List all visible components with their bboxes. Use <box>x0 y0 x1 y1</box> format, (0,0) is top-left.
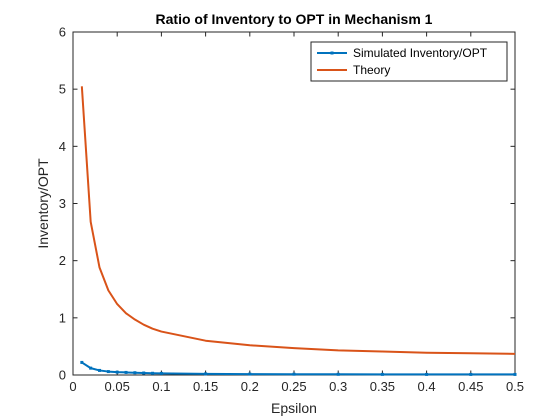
y-tick-label: 2 <box>59 253 66 268</box>
series-point-simulated <box>98 369 101 372</box>
y-tick-label: 5 <box>59 82 66 97</box>
x-tick-label: 0.35 <box>370 379 395 394</box>
plot-area <box>73 32 515 375</box>
x-axis-label: Epsilon <box>271 400 317 416</box>
axes-box <box>73 32 515 375</box>
x-tick-label: 0.1 <box>152 379 170 394</box>
x-tick-label: 0 <box>69 379 76 394</box>
series-point-simulated <box>425 373 428 376</box>
y-axis-label: Inventory/OPT <box>35 158 51 249</box>
x-tick-label: 0.5 <box>506 379 524 394</box>
series-point-simulated <box>514 373 517 376</box>
series-point-simulated <box>151 372 154 375</box>
legend-entry-label: Theory <box>353 63 390 77</box>
series-point-simulated <box>89 367 92 370</box>
series-point-simulated <box>248 373 251 376</box>
x-tick-label: 0.05 <box>105 379 130 394</box>
legend: Simulated Inventory/OPT Theory <box>311 42 507 81</box>
x-tick-label: 0.25 <box>281 379 306 394</box>
y-tick-label: 1 <box>59 310 66 325</box>
legend-marker <box>331 52 334 55</box>
y-tick-label: 3 <box>59 196 66 211</box>
series-point-simulated <box>107 370 110 373</box>
series-point-simulated <box>142 371 145 374</box>
x-tick-label: 0.3 <box>329 379 347 394</box>
chart-title: Ratio of Inventory to OPT in Mechanism 1 <box>156 11 433 27</box>
series-point-simulated <box>116 371 119 374</box>
x-tick-label: 0.15 <box>193 379 218 394</box>
legend-entry-label: Simulated Inventory/OPT <box>353 46 488 60</box>
series-point-simulated <box>125 371 128 374</box>
x-tick-label: 0.4 <box>418 379 436 394</box>
y-tick-label: 0 <box>59 368 66 383</box>
y-tick-label: 4 <box>59 139 66 154</box>
series-point-simulated <box>469 373 472 376</box>
series-point-simulated <box>133 371 136 374</box>
y-tick-label: 6 <box>59 25 66 40</box>
x-tick-label: 0.2 <box>241 379 259 394</box>
series-point-simulated <box>80 361 83 364</box>
series-point-simulated <box>337 373 340 376</box>
series-point-simulated <box>381 373 384 376</box>
series-point-simulated <box>160 372 163 375</box>
series-point-simulated <box>204 372 207 375</box>
x-tick-label: 0.45 <box>458 379 483 394</box>
series-point-simulated <box>293 373 296 376</box>
